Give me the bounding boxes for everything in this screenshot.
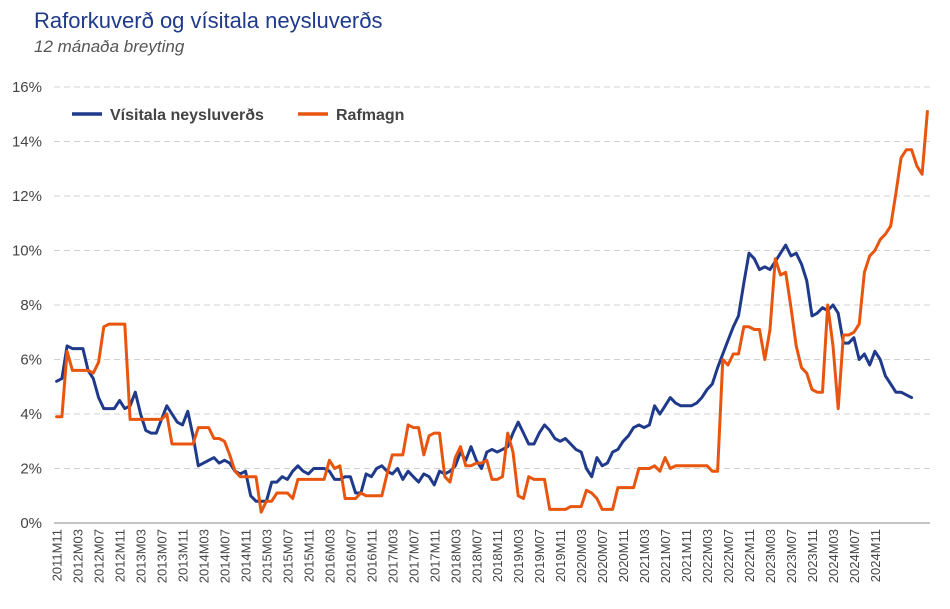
x-tick-label: 2021M03 [637,529,652,583]
series-line-2 [55,110,929,514]
x-tick-label: 2022M07 [721,529,736,583]
y-tick-label: 6% [20,352,42,369]
x-tick-label: 2023M11 [805,529,820,582]
x-tick-label: 2022M03 [700,529,715,583]
x-tick-label: 2019M07 [532,529,547,583]
chart-subtitle: 12 mánaða breyting [34,37,185,56]
series-lines [55,110,929,514]
legend: Vísitala neysluverðs Rafmagn [72,107,404,124]
y-axis-ticks: 0% 2% 4% 6% 8% 10% 12% 14% 16% [12,79,42,532]
x-tick-label: 2012M11 [113,529,128,582]
x-tick-label: 2018M07 [469,529,484,583]
x-tick-label: 2015M03 [259,529,274,583]
x-tick-label: 2012M07 [92,529,107,583]
x-tick-label: 2013M11 [176,529,191,582]
y-tick-label: 12% [12,188,42,205]
x-tick-label: 2014M11 [238,529,253,582]
y-tick-label: 8% [20,297,42,314]
x-tick-label: 2019M03 [511,529,526,583]
y-tick-label: 2% [20,461,42,478]
x-tick-label: 2020M11 [616,529,631,582]
x-tick-label: 2017M11 [427,529,442,582]
x-tick-label: 2013M03 [134,529,149,583]
x-tick-label: 2024M07 [847,529,862,583]
x-tick-label: 2021M07 [658,529,673,583]
x-tick-label: 2024M03 [826,529,841,583]
y-tick-label: 4% [20,406,42,423]
x-axis-ticks: 2011M11 2012M03 2012M07 2012M11 2013M03 2013M… [50,529,883,583]
x-tick-label: 2011M11 [50,529,65,581]
x-tick-label: 2017M07 [406,529,421,583]
legend-label: Rafmagn [336,107,404,124]
legend-label: Vísitala neysluverðs [110,107,264,124]
x-tick-label: 2021M11 [679,529,694,582]
grid-lines [54,86,930,469]
x-tick-label: 2019M11 [553,529,568,582]
x-tick-label: 2018M11 [490,529,505,582]
x-tick-label: 2014M07 [217,529,232,583]
y-tick-label: 14% [12,134,42,151]
chart-title: Raforkuverð og vísitala neysluverðs [34,8,383,33]
x-tick-label: 2016M03 [322,529,337,583]
y-tick-label: 10% [12,243,42,260]
x-tick-label: 2016M07 [343,529,358,583]
x-tick-label: 2018M03 [448,529,463,583]
x-tick-label: 2013M07 [155,529,170,583]
x-tick-label: 2023M03 [763,529,778,583]
x-tick-label: 2015M11 [301,529,316,582]
y-tick-label: 16% [12,79,42,96]
x-tick-label: 2017M03 [385,529,400,583]
x-tick-label: 2014M03 [196,529,211,583]
x-tick-label: 2023M07 [784,529,799,583]
x-tick-label: 2024M11 [868,529,883,582]
y-tick-label: 0% [20,515,42,532]
x-tick-label: 2016M11 [364,529,379,582]
x-tick-label: 2020M07 [595,529,610,583]
x-tick-label: 2012M03 [71,529,86,583]
x-tick-label: 2020M03 [574,529,589,583]
x-tick-label: 2022M11 [742,529,757,582]
x-tick-label: 2015M07 [280,529,295,583]
